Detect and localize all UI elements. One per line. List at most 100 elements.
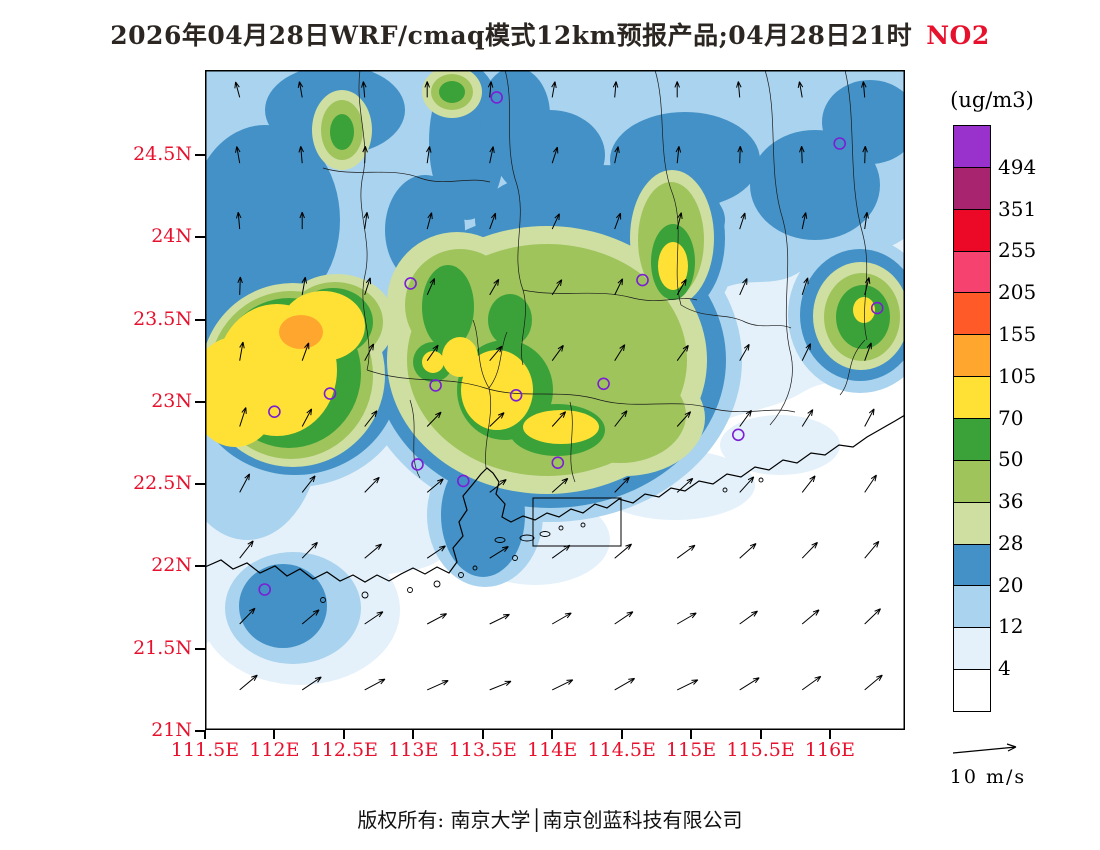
lon-tick bbox=[759, 730, 762, 739]
wind-reference-arrow bbox=[952, 743, 1017, 754]
wind-arrow bbox=[489, 146, 495, 164]
wind-arrow bbox=[426, 478, 444, 493]
lon-tick-label: 116E bbox=[804, 739, 856, 761]
colorbar-segment bbox=[954, 544, 990, 587]
wind-arrow bbox=[301, 276, 308, 295]
lon-tick bbox=[690, 730, 693, 739]
lat-tick-label: 24N bbox=[151, 225, 192, 248]
lon-tick-label: 115.5E bbox=[726, 739, 795, 761]
wind-arrow bbox=[676, 679, 699, 691]
lon-tick bbox=[204, 730, 206, 739]
wind-arrow bbox=[239, 607, 256, 625]
wind-arrow bbox=[676, 278, 687, 296]
wind-arrow bbox=[487, 81, 494, 98]
title-main: 2026年04月28日WRF/cmaq模式12km预报产品;04月28日21时 bbox=[110, 21, 913, 50]
wind-arrow bbox=[426, 212, 433, 230]
wind-arrow bbox=[861, 81, 867, 98]
wind-arrow bbox=[551, 477, 569, 493]
wind-arrow bbox=[676, 212, 683, 230]
wind-arrow bbox=[489, 345, 503, 362]
lon-tick-label: 112.5E bbox=[309, 739, 379, 761]
wind-arrow bbox=[801, 609, 820, 625]
colorbar-segment bbox=[954, 209, 990, 252]
wind-arrow bbox=[551, 213, 560, 230]
colorbar-segment bbox=[954, 377, 990, 420]
lat-tick-label: 22.5N bbox=[133, 472, 192, 495]
wind-arrow bbox=[864, 277, 871, 296]
wind-arrow bbox=[739, 343, 750, 361]
wind-arrow bbox=[489, 546, 509, 559]
wind-arrow bbox=[298, 146, 304, 164]
colorbar-tick-label: 12 bbox=[998, 614, 1024, 639]
wind-arrow bbox=[739, 278, 748, 296]
colorbar-tick-label: 351 bbox=[998, 196, 1037, 221]
colorbar-segment bbox=[954, 251, 990, 294]
wind-arrow bbox=[489, 278, 500, 296]
wind-arrow bbox=[739, 409, 752, 427]
wind-arrow bbox=[614, 476, 630, 493]
lat-tick bbox=[195, 647, 205, 650]
copyright-footer: 版权所有: 南京大学│南京创蓝科技有限公司 bbox=[357, 808, 743, 832]
lat-tick-label: 23N bbox=[151, 389, 192, 412]
wind-arrow bbox=[489, 478, 507, 493]
wind-arrow bbox=[297, 81, 304, 98]
wind-arrow bbox=[737, 146, 743, 164]
wind-arrow bbox=[614, 611, 634, 625]
map-frame-border bbox=[205, 70, 905, 730]
wind-arrow bbox=[612, 81, 619, 98]
colorbar-segment bbox=[954, 460, 990, 503]
lat-tick bbox=[195, 565, 205, 568]
colorbar-segment bbox=[954, 126, 990, 168]
study-area-box bbox=[532, 497, 622, 547]
wind-arrow bbox=[736, 81, 742, 98]
lon-tick bbox=[551, 730, 554, 739]
lat-tick-label: 21.5N bbox=[133, 636, 192, 659]
wind-arrow bbox=[864, 540, 880, 559]
wind-arrow bbox=[301, 676, 322, 691]
wind-arrow bbox=[739, 543, 757, 559]
wind-arrow bbox=[364, 343, 375, 361]
wind-arrow bbox=[489, 680, 512, 691]
colorbar bbox=[953, 125, 991, 712]
coastline bbox=[205, 414, 905, 583]
wind-arrow bbox=[864, 342, 872, 361]
wind-arrow bbox=[864, 474, 877, 493]
colorbar-segment bbox=[954, 335, 990, 378]
wind-arrow bbox=[426, 146, 432, 164]
lat-tick bbox=[195, 483, 205, 486]
station-marker bbox=[731, 428, 745, 442]
wind-arrow bbox=[801, 343, 812, 361]
wind-arrow bbox=[676, 544, 696, 559]
lon-tick-label: 112E bbox=[249, 739, 300, 761]
lon-tick bbox=[412, 730, 415, 739]
station-marker bbox=[490, 91, 504, 104]
wind-arrow bbox=[364, 611, 384, 625]
station-marker bbox=[509, 388, 523, 402]
wind-arrow bbox=[862, 146, 868, 164]
wind-arrow bbox=[426, 278, 436, 296]
lon-tick-label: 113.5E bbox=[448, 739, 517, 761]
wind-arrow bbox=[362, 146, 368, 164]
wind-arrow bbox=[239, 407, 247, 427]
lon-tick-label: 114.5E bbox=[587, 739, 656, 761]
colorbar-tick-label: 4 bbox=[998, 656, 1011, 681]
wind-arrow bbox=[364, 678, 386, 691]
wind-arrow bbox=[676, 411, 692, 427]
lon-tick-label: 114E bbox=[527, 739, 578, 761]
lat-tick bbox=[195, 154, 205, 156]
wind-arrow bbox=[863, 212, 869, 230]
lat-tick bbox=[195, 236, 205, 239]
wind-legend-label: 10 m/s bbox=[949, 766, 1027, 788]
colorbar-tick-label: 70 bbox=[998, 405, 1024, 430]
wind-arrow bbox=[234, 81, 241, 98]
wind-arrow bbox=[239, 540, 254, 559]
wind-arrow bbox=[489, 613, 510, 625]
wind-arrow bbox=[551, 544, 571, 559]
wind-arrow bbox=[301, 541, 318, 559]
wind-arrow bbox=[797, 81, 804, 98]
wind-arrow bbox=[361, 81, 367, 98]
wind-arrow bbox=[864, 608, 881, 625]
wind-arrow bbox=[363, 212, 369, 230]
station-marker bbox=[258, 583, 272, 596]
wind-arrow bbox=[864, 674, 883, 691]
